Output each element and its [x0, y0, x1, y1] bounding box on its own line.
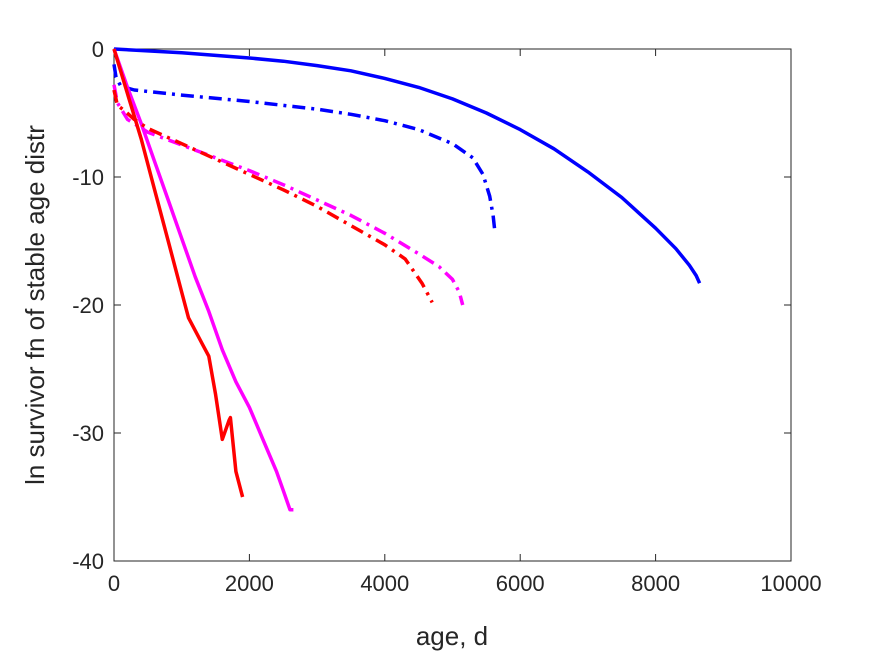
- x-tick-label: 8000: [631, 571, 680, 596]
- series-line-5: [112, 48, 245, 498]
- y-tick-label: -10: [72, 165, 104, 190]
- x-tick-label: 0: [108, 571, 120, 596]
- x-tick-label: 4000: [360, 571, 409, 596]
- series-line-1: [113, 47, 702, 284]
- series-line-6: [112, 89, 434, 304]
- y-tick-label: -40: [72, 549, 104, 574]
- series-line-3: [112, 48, 294, 512]
- tick-labels: 0 2000 4000 6000 8000 10000 0 -10 -20 -30 -40: [72, 37, 821, 596]
- series-layer: [112, 47, 702, 512]
- y-tick-label: -20: [72, 293, 104, 318]
- y-axis-label: ln survivor fn of stable age distr: [20, 125, 50, 485]
- x-tick-label: 10000: [760, 571, 821, 596]
- plot-area: [113, 48, 792, 562]
- x-tick-label: 2000: [225, 571, 274, 596]
- x-axis-label: age, d: [416, 621, 488, 651]
- y-tick-label: 0: [92, 37, 104, 62]
- y-tick-label: -30: [72, 421, 104, 446]
- x-tick-label: 6000: [496, 571, 545, 596]
